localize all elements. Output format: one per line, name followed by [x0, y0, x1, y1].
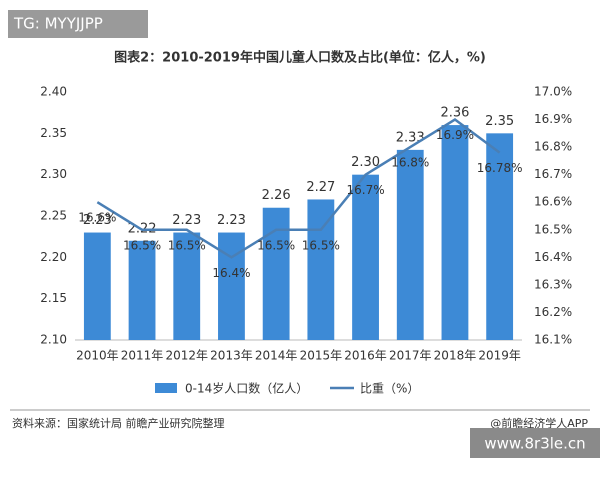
- y2-tick-label: 16.4%: [534, 250, 572, 264]
- line-label: 16.6%: [78, 211, 116, 225]
- y2-tick-label: 16.8%: [534, 140, 572, 154]
- y2-tick-label: 16.5%: [534, 222, 572, 236]
- credit: @前瞻经济学人APP: [490, 416, 588, 430]
- bar-label: 2.23: [217, 213, 246, 228]
- bar: [352, 174, 379, 340]
- bar: [173, 232, 201, 340]
- chart-title: 图表2：2010-2019年中国儿童人口数及占比(单位：亿人，%): [114, 50, 486, 66]
- y2-tick-label: 17.0%: [534, 85, 572, 99]
- y2-tick-label: 16.7%: [534, 167, 572, 181]
- x-tick-label: 2012年: [165, 349, 208, 363]
- y-tick-label: 2.35: [40, 126, 67, 140]
- site-box: [470, 428, 600, 458]
- y2-tick-label: 16.6%: [534, 195, 572, 209]
- line-label: 16.5%: [123, 238, 161, 252]
- line: [96, 118, 501, 259]
- y-tick-label: 2.15: [40, 291, 67, 305]
- bar: [396, 149, 424, 340]
- bar: [128, 240, 156, 340]
- bar-label: 2.30: [351, 155, 380, 170]
- x-tick-label: 2017年: [389, 349, 432, 363]
- line-label: 16.8%: [391, 156, 429, 170]
- legend-label: 0-14岁人口数（亿人）: [185, 381, 308, 396]
- y-tick-label: 2.10: [40, 333, 67, 347]
- x-tick-label: 2010年: [76, 349, 119, 363]
- x-tick-label: 2013年: [210, 349, 253, 363]
- line-label: 16.5%: [302, 238, 340, 252]
- y-tick-label: 2.30: [40, 167, 67, 181]
- x-tick-label: 2019年: [478, 349, 521, 363]
- line-label: 16.7%: [346, 183, 384, 197]
- bar-label: 2.33: [396, 130, 425, 145]
- y2-tick-label: 16.1%: [534, 333, 572, 347]
- legend-swatch: [155, 383, 177, 393]
- line-label: 16.5%: [257, 238, 295, 252]
- y-tick-label: 2.20: [40, 250, 67, 264]
- bar-label: 2.26: [262, 188, 291, 203]
- y2-tick-label: 16.9%: [534, 112, 572, 126]
- watermark: TG: MYYJJPP: [13, 15, 103, 33]
- line-label: 16.9%: [436, 128, 474, 142]
- y-tick-label: 2.40: [40, 85, 67, 99]
- x-tick-label: 2015年: [300, 349, 343, 363]
- x-tick-label: 2016年: [344, 349, 387, 363]
- x-tick-label: 2018年: [434, 349, 477, 363]
- x-tick-label: 2011年: [121, 349, 164, 363]
- bar-label: 2.23: [172, 213, 201, 228]
- y-tick-label: 2.25: [40, 209, 67, 223]
- line-label: 16.78%: [477, 161, 523, 175]
- bar: [262, 207, 290, 340]
- line-label: 16.4%: [212, 266, 250, 280]
- legend-label: 比重（%）: [360, 382, 419, 396]
- bar-label: 2.36: [440, 106, 469, 121]
- line-label: 16.5%: [168, 238, 206, 252]
- bar: [307, 199, 335, 340]
- bar-label: 2.35: [485, 114, 514, 129]
- bar: [486, 133, 514, 340]
- bar-label: 2.23: [83, 213, 112, 228]
- bar-label: 2.27: [306, 180, 335, 195]
- x-tick-label: 2014年: [255, 349, 298, 363]
- site: www.8r3le.cn: [484, 435, 585, 453]
- bar: [218, 232, 245, 340]
- source: 资料来源：国家统计局 前瞻产业研究院整理: [12, 416, 225, 430]
- y2-tick-label: 16.3%: [534, 277, 572, 291]
- y2-tick-label: 16.2%: [534, 305, 572, 319]
- bar: [441, 125, 469, 340]
- watermark-box: [8, 10, 148, 38]
- bar: [83, 232, 111, 340]
